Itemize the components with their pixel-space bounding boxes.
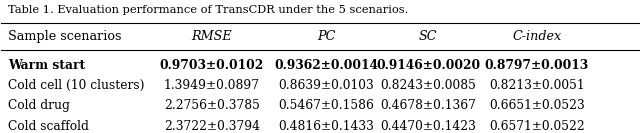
- Text: RMSE: RMSE: [191, 30, 232, 43]
- Text: 0.8639±0.0103: 0.8639±0.0103: [278, 79, 374, 92]
- Text: 2.3722±0.3794: 2.3722±0.3794: [164, 120, 260, 133]
- Text: Table 1. Evaluation performance of TransCDR under the 5 scenarios.: Table 1. Evaluation performance of Trans…: [8, 5, 408, 15]
- Text: Sample scenarios: Sample scenarios: [8, 30, 121, 43]
- Text: Warm start: Warm start: [8, 59, 85, 72]
- Text: 2.2756±0.3785: 2.2756±0.3785: [164, 99, 260, 112]
- Text: Cold scaffold: Cold scaffold: [8, 120, 88, 133]
- Text: 0.9362±0.0014: 0.9362±0.0014: [275, 59, 378, 72]
- Text: SC: SC: [419, 30, 438, 43]
- Text: 1.3949±0.0897: 1.3949±0.0897: [164, 79, 260, 92]
- Text: 0.4678±0.1367: 0.4678±0.1367: [380, 99, 476, 112]
- Text: 0.8243±0.0085: 0.8243±0.0085: [380, 79, 476, 92]
- Text: 0.5467±0.1586: 0.5467±0.1586: [278, 99, 374, 112]
- Text: 0.4816±0.1433: 0.4816±0.1433: [278, 120, 374, 133]
- Text: Cold drug: Cold drug: [8, 99, 70, 112]
- Text: 0.9703±0.0102: 0.9703±0.0102: [159, 59, 264, 72]
- Text: PC: PC: [317, 30, 335, 43]
- Text: 0.9146±0.0020: 0.9146±0.0020: [376, 59, 481, 72]
- Text: Cold cell (10 clusters): Cold cell (10 clusters): [8, 79, 144, 92]
- Text: 0.8797±0.0013: 0.8797±0.0013: [484, 59, 589, 72]
- Text: 0.6651±0.0523: 0.6651±0.0523: [489, 99, 584, 112]
- Text: 0.4470±0.1423: 0.4470±0.1423: [380, 120, 476, 133]
- Text: 0.8213±0.0051: 0.8213±0.0051: [489, 79, 584, 92]
- Text: 0.6571±0.0522: 0.6571±0.0522: [489, 120, 584, 133]
- Text: C-index: C-index: [512, 30, 561, 43]
